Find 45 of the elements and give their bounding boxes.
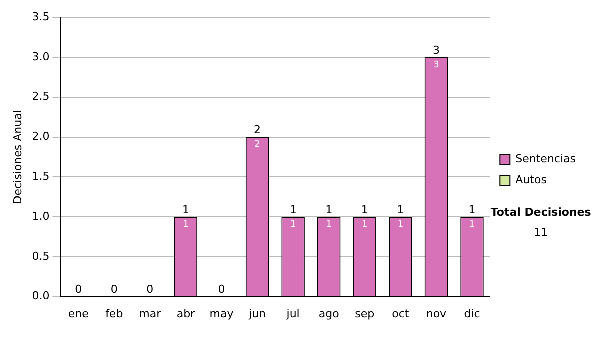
data-label: 1 (290, 220, 296, 230)
x-tick-label: jul (286, 307, 300, 320)
x-tick-label: may (210, 307, 234, 320)
data-label: 1 (326, 220, 332, 230)
y-tick-label: 0.0 (32, 290, 50, 303)
y-tick-label: 2.5 (32, 90, 50, 104)
x-tick-label: ago (318, 307, 340, 320)
total-label: 0 (218, 283, 226, 296)
legend-label: Sentencias (516, 152, 576, 166)
x-tick-label: ene (68, 307, 90, 320)
y-tick-label: 3.0 (32, 50, 50, 64)
total-label: 0 (146, 283, 154, 296)
y-tick-label: 1.0 (32, 210, 50, 223)
x-tick-label: nov (426, 307, 448, 320)
y-tick-label: 0.5 (32, 250, 50, 263)
data-label: 1 (183, 220, 189, 230)
total-label: 0 (110, 283, 118, 296)
x-tick-label: dic (464, 307, 480, 320)
x-tick-label: abr (176, 307, 196, 320)
data-label: 3 (434, 60, 440, 70)
total-label: 1 (468, 203, 476, 216)
total-label: 1 (290, 203, 297, 216)
text: 11 (534, 226, 548, 239)
total-label: 2 (254, 124, 262, 137)
total-label: 0 (75, 283, 82, 296)
total-label: 1 (397, 203, 404, 216)
x-tick-label: oct (392, 307, 410, 320)
data-label: 2 (254, 140, 260, 150)
legend-label: Autos (516, 173, 548, 186)
data-label: 1 (469, 220, 476, 230)
data-label: 1 (398, 220, 404, 230)
text: Total Decisiones (490, 206, 592, 219)
x-tick-label: mar (139, 307, 162, 320)
total-label: 3 (432, 44, 440, 57)
x-tick-label: feb (106, 307, 124, 320)
total-label: 1 (182, 203, 190, 216)
y-axis-title: Decisiones Anual (11, 110, 24, 204)
x-tick-label: sep (355, 307, 375, 320)
total-label: 1 (326, 203, 333, 216)
total-label: 1 (361, 203, 368, 216)
y-tick-label: 1.5 (32, 170, 50, 183)
data-label: 1 (362, 220, 368, 230)
y-tick-label: 2.0 (32, 130, 50, 144)
x-tick-label: jun (248, 307, 266, 320)
y-tick-label: 3.5 (32, 10, 50, 24)
